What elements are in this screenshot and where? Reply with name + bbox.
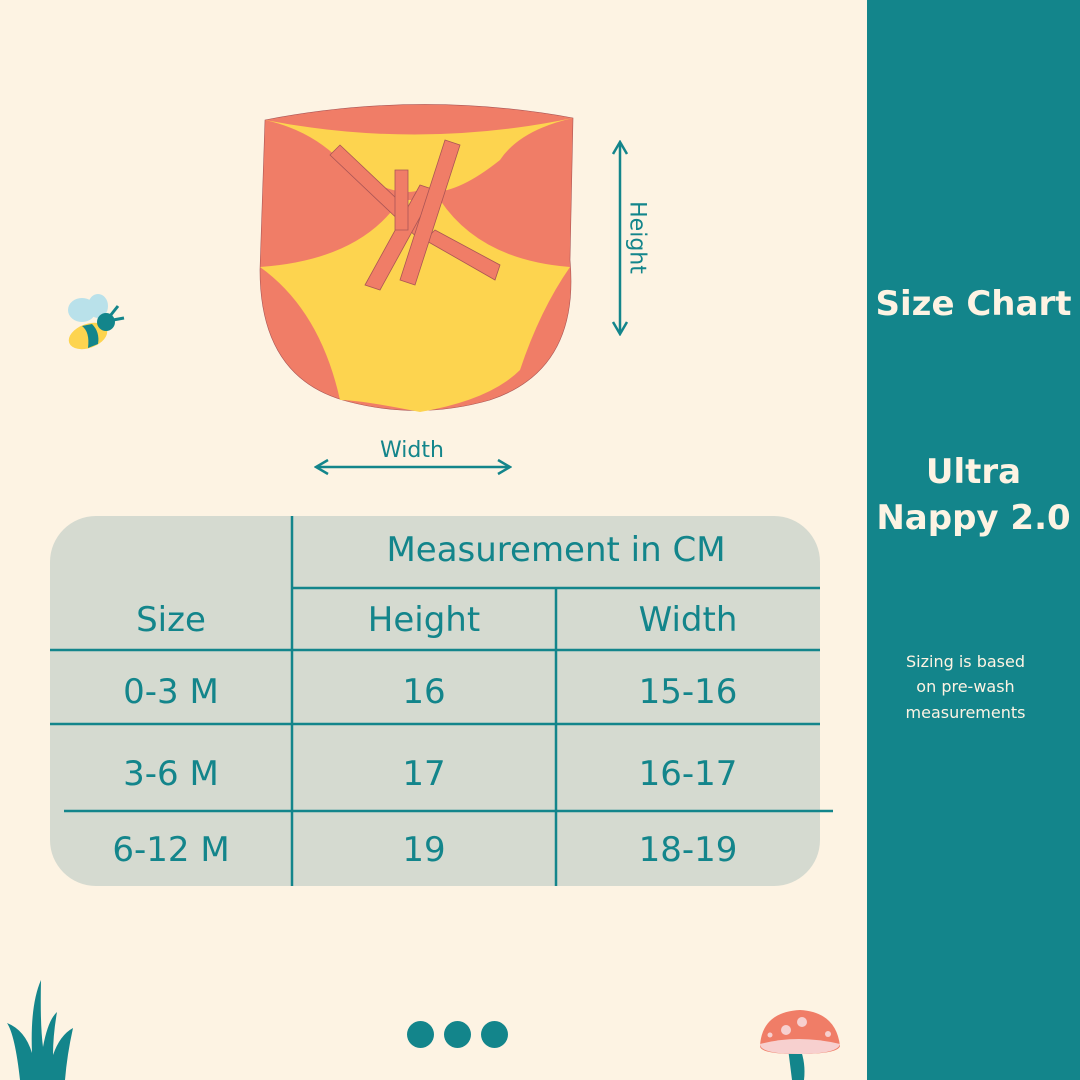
sizing-note-line3: measurements [905, 703, 1026, 722]
row-2-height: 19 [402, 830, 446, 870]
row-0-width: 15-16 [638, 672, 738, 712]
sizing-note-line1: Sizing is based [906, 652, 1025, 671]
sizing-note-line2: on pre-wash [916, 677, 1015, 696]
table-grid-lines [50, 516, 833, 886]
row-1-height: 17 [402, 754, 446, 794]
row-2-size: 6-12 M [112, 830, 230, 870]
mushroom-icon [760, 1010, 840, 1080]
row-0-height: 16 [402, 672, 446, 712]
sidebar-title: Size Chart [875, 284, 1072, 324]
header-height: Height [367, 600, 481, 640]
header-size: Size [136, 600, 206, 640]
row-1-size: 3-6 M [123, 754, 219, 794]
page-dot-2[interactable] [444, 1021, 471, 1048]
size-table [50, 516, 820, 886]
bee-icon [68, 294, 125, 350]
height-arrow [611, 140, 629, 336]
page-dot-1[interactable] [407, 1021, 434, 1048]
grass-icon [7, 980, 73, 1080]
width-label: Width [380, 438, 444, 463]
width-arrow [314, 458, 512, 476]
row-0-size: 0-3 M [123, 672, 219, 712]
row-1-width: 16-17 [638, 754, 738, 794]
product-name-line2: Nappy 2.0 [876, 498, 1071, 538]
header-width: Width [638, 600, 738, 640]
header-measurement: Measurement in CM [386, 530, 726, 570]
nappy-illustration [259, 104, 574, 412]
sidebar-panel: Size Chart Ultra Nappy 2.0 Sizing is bas… [867, 0, 1080, 1080]
row-2-width: 18-19 [638, 830, 738, 870]
pagination-dots [407, 1021, 508, 1048]
page-dot-3[interactable] [481, 1021, 508, 1048]
product-name-line1: Ultra [925, 452, 1022, 492]
